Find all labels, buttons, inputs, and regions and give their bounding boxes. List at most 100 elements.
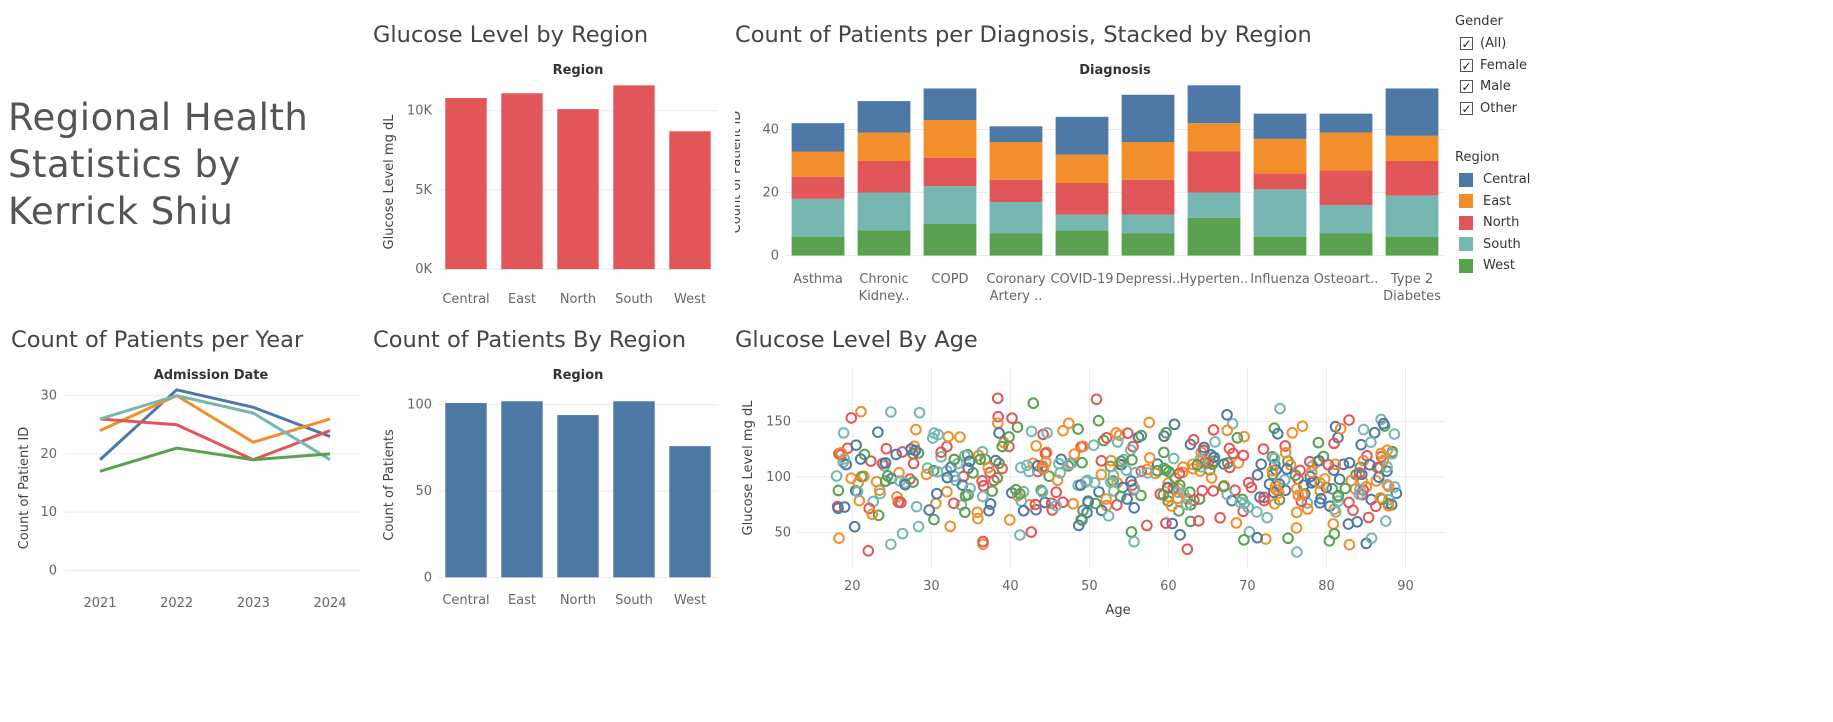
patients-per-diagnosis-chart: Diagnosis 0 20 40 Count of Patient ID Asthma C… [735,63,1445,304]
scatter-point [851,485,864,498]
glucose-by-age-chart: 50 100 150 20 30 40 50 60 70 80 90 Glucose Level mg… [741,368,1445,618]
scatter-point [1301,503,1314,515]
legend-item[interactable]: West [1455,255,1530,277]
scatter-point [1231,432,1244,444]
scatter-point [984,498,997,510]
scatter-point [863,502,876,515]
scatter-point [1174,528,1186,541]
region-legend: Region Central East North South West [1455,150,1530,277]
bar-segment [923,186,977,225]
bar-segment [1055,183,1109,215]
checkbox-checked-icon[interactable]: ✓ [1460,80,1473,95]
legend-item[interactable]: North [1455,212,1530,234]
scatter-point [1121,427,1134,440]
gender-option[interactable]: ✓ (All) [1455,33,1527,55]
y-axis-title: Count of Patients [382,429,397,541]
scatter-point [1191,459,1204,471]
scatter-point [1095,468,1108,481]
x-tick-label: 80 [1318,579,1335,594]
scatter-point [1167,452,1180,465]
scatter-point [1279,446,1292,459]
scatter-point [1261,511,1273,524]
x-tick-label: West [674,593,706,608]
scatter-point [1062,417,1075,430]
scatter-point [1217,480,1230,493]
x-tick-label: Artery .. [990,289,1043,304]
scatter-point [1072,423,1084,435]
scatter-point [1158,446,1170,459]
scatter-point [1357,423,1370,436]
bar-segment [1319,170,1373,206]
bar-segment [1055,214,1109,231]
legend-swatch [1459,194,1473,209]
scatter-point [1181,543,1194,555]
scatter-point [1234,496,1247,509]
bar-segment [791,236,845,256]
scatter-point [1332,489,1345,502]
checkbox-checked-icon[interactable]: ✓ [1460,101,1473,116]
scatter-point [962,488,974,501]
bar-segment [923,157,977,187]
scatter-point [1100,493,1112,505]
y-axis-title: Glucose Level mg dL [382,114,397,250]
scatter-point [942,430,955,443]
scatter-point [1381,478,1394,491]
y-tick-label: 50 [774,525,791,540]
legend-item[interactable]: East [1455,191,1530,213]
checkbox-checked-icon[interactable]: ✓ [1460,37,1473,52]
gender-option[interactable]: ✓ Female [1455,55,1527,77]
x-tick-label: 2023 [237,596,270,611]
column-header: Region [553,368,604,383]
scatter-point [1381,461,1393,473]
scatter-point [1305,466,1318,478]
scatter-point [1362,511,1375,524]
scatter-point [1172,486,1184,499]
scatter-point [1218,458,1230,470]
scatter-point [1205,472,1218,484]
gender-option[interactable]: ✓ Other [1455,98,1527,120]
scatter-point [1377,417,1390,430]
gender-option[interactable]: ✓ Male [1455,76,1527,98]
scatter-point [1014,487,1026,500]
legend-item[interactable]: Central [1455,169,1530,191]
scatter-point [1187,434,1200,446]
scatter-point [1365,532,1378,545]
bar-segment [791,198,845,237]
scatter-point [1006,412,1018,424]
scatter-point [971,506,984,519]
scatter-point [1365,436,1377,448]
scatter-point [880,442,893,455]
scatter-point [993,457,1005,470]
scatter-point [976,490,989,503]
scatter-point [1093,486,1105,498]
scatter-point [850,439,862,451]
bar-segment [989,142,1043,180]
scatter-point [991,392,1004,405]
legend-item[interactable]: South [1455,234,1530,256]
bar-segment [989,201,1043,234]
scatter-point [1003,514,1016,526]
scatter-point [1354,483,1366,496]
scatter-point [1342,518,1355,530]
scatter-point [948,453,961,466]
scatter-point [1328,437,1340,450]
scatter-point [1343,456,1356,469]
scatter-point [838,453,851,465]
scatter-point [1268,497,1281,510]
scatter-point [840,458,852,471]
patients-by-region-chart: Region 0 50 100 Count of Patients Central East… [382,368,718,608]
checkbox-checked-icon[interactable]: ✓ [1460,58,1473,73]
scatter-point [1221,408,1233,421]
scatter-point [974,453,987,466]
scatter-point [1135,429,1148,442]
scatter-point [1184,515,1197,528]
y-tick-label: 150 [766,414,791,429]
scatter-point [1076,456,1088,469]
scatter-point [1314,485,1327,497]
scatter-point [1294,464,1306,477]
scatter-point [1343,538,1356,551]
scatter-point [1027,397,1040,410]
patients-per-year-chart: Admission Date 0 10 20 30 Count of Patient ID… [17,368,360,611]
scatter-point [1318,473,1331,485]
scatter-point [1258,494,1270,507]
